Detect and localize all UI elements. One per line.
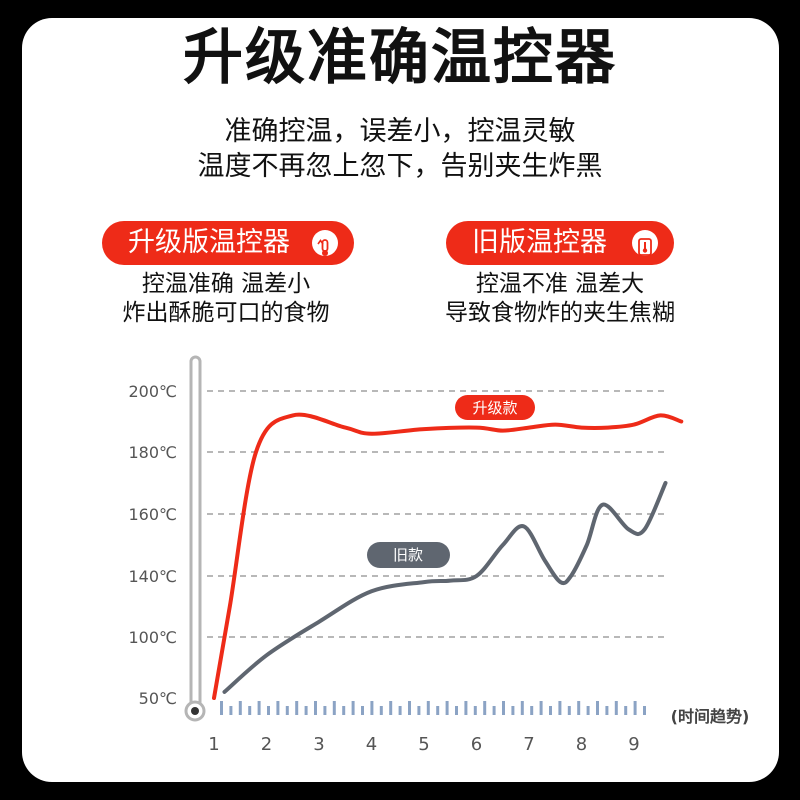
x-axis-tick [502,701,505,715]
x-axis-tick [332,701,336,715]
x-axis-tick [229,706,233,715]
y-tick-label: 140℃ [128,567,177,586]
x-tick-label: 2 [261,734,272,755]
thermometer-up-icon [312,230,338,256]
x-axis-tick [398,706,402,715]
x-axis-tick [633,701,637,715]
x-tick-label: 6 [471,734,482,755]
new-desc-line-1: 控温准确 温差小 [141,271,311,297]
thermometer-axis [189,355,202,714]
x-tick-label: 5 [418,734,429,755]
x-axis-tick [267,706,270,715]
y-tick-label: 200℃ [128,382,177,401]
new-thermostat-badge: 升级版温控器 [102,221,354,265]
x-axis-tick [426,701,430,715]
y-tick-label: 180℃ [128,443,177,462]
old-desc-line-2: 导致食物炸的夹生焦糊 [445,300,675,326]
x-tick-labels: 1 2 3 4 5 6 7 8 9 [208,734,639,755]
old-thermostat-badge: 旧版温控器 [446,221,674,265]
x-axis-tick [530,706,534,715]
x-axis-tick [464,701,468,715]
subtitle-line-2: 温度不再忽上忽下，告别夹生炸黑 [197,151,603,182]
x-axis-tick [417,706,421,715]
x-axis-tick [558,701,562,715]
x-axis-tick [492,706,496,715]
thermometer-icon [632,230,658,256]
old-thermostat-label: 旧版温控器 [472,227,607,258]
x-axis-tick [455,706,458,715]
series-old-line [222,481,668,694]
x-axis-tick [549,706,552,715]
x-axis-tick [605,706,609,715]
x-tick-label: 9 [628,734,639,755]
svg-text:旧款: 旧款 [393,546,423,564]
y-tick-label: 50℃ [139,689,177,708]
subtitle-line-1: 准确控温，误差小，控温灵敏 [224,116,576,147]
y-tick-label: 160℃ [128,505,177,524]
x-axis-tick [304,706,308,715]
x-axis-tick [483,701,487,715]
svg-text:升级款: 升级款 [472,399,517,417]
content-card [22,18,779,782]
x-tick-label: 8 [576,734,587,755]
x-axis-tick [295,701,299,715]
y-tick-label: 100℃ [128,628,177,647]
x-axis-tick [257,701,261,715]
x-axis-tick [520,701,524,715]
series-new-label: 升级款 [455,395,535,420]
x-axis-tick [539,701,543,715]
x-axis-tick [624,706,628,715]
page-title: 升级准确温控器 [183,23,617,93]
x-tick-label: 7 [523,734,534,755]
x-axis-tick [238,701,242,715]
x-axis-ticks [220,701,646,715]
x-axis-tick [351,701,355,715]
y-tick-labels: 200℃ 180℃ 160℃ 140℃ 100℃ 50℃ [128,382,177,708]
x-axis-tick [276,701,280,715]
x-axis-tick [220,701,223,715]
x-axis-label: (时间趋势) [671,707,750,726]
x-axis-tick [577,701,581,715]
series-old-label: 旧款 [367,542,450,568]
x-axis-tick [342,706,346,715]
x-axis-tick [436,706,440,715]
x-tick-label: 3 [313,734,324,755]
x-axis-tick [379,706,383,715]
x-axis-tick [248,706,252,715]
x-tick-label: 1 [208,734,219,755]
x-axis-tick [389,701,393,715]
x-tick-label: 4 [366,734,377,755]
axis-origin-dot [191,707,199,715]
x-axis-tick [370,701,374,715]
new-desc-line-2: 炸出酥脆可口的食物 [122,300,330,326]
series-new-line [212,412,684,700]
x-axis-tick [586,706,590,715]
x-axis-tick [408,701,411,715]
new-thermostat-label: 升级版温控器 [128,227,290,258]
x-axis-tick [643,706,646,715]
x-axis-tick [361,706,364,715]
x-axis-tick [314,701,317,715]
x-axis-tick [285,706,289,715]
x-axis-tick [567,706,571,715]
x-axis-tick [323,706,327,715]
old-desc-line-1: 控温不准 温差大 [475,271,645,297]
x-axis-tick [473,706,477,715]
x-axis-tick [596,701,599,715]
x-axis-tick [614,701,618,715]
x-axis-tick [511,706,515,715]
x-axis-tick [445,701,449,715]
